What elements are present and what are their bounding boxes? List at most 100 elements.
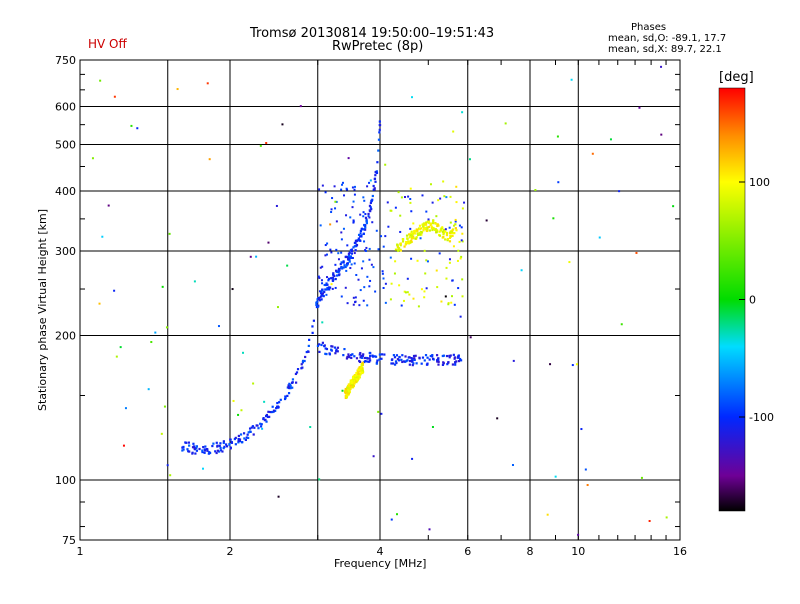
echo-point xyxy=(316,298,319,301)
noise-point xyxy=(444,295,447,298)
echo-point xyxy=(203,448,206,451)
echo-point xyxy=(224,443,228,446)
echo-point xyxy=(328,288,331,291)
echo-point xyxy=(354,377,357,380)
echo-point xyxy=(286,394,289,398)
echo-point xyxy=(404,291,407,294)
y-tick-label: 400 xyxy=(55,185,76,198)
echo-point xyxy=(348,258,351,261)
echo-point xyxy=(191,446,195,449)
echo-point xyxy=(228,442,231,446)
echo-point xyxy=(239,433,243,436)
echo-point xyxy=(449,195,452,198)
noise-point xyxy=(249,255,252,258)
echo-point xyxy=(353,193,356,196)
echo-point xyxy=(301,366,304,369)
echo-point xyxy=(410,210,413,213)
echo-point xyxy=(364,228,367,231)
echo-point xyxy=(411,357,414,360)
echo-point xyxy=(184,441,187,444)
echo-point xyxy=(431,222,435,225)
echo-point xyxy=(347,355,351,358)
noise-point xyxy=(511,464,514,467)
echo-point xyxy=(373,177,376,181)
echo-point xyxy=(369,354,372,357)
echo-point xyxy=(212,442,215,445)
echo-point xyxy=(352,219,355,222)
noise-point xyxy=(201,467,204,470)
echo-point xyxy=(362,260,365,263)
echo-point xyxy=(411,235,414,238)
echo-point xyxy=(325,352,328,356)
echo-point xyxy=(427,220,430,223)
echo-point xyxy=(401,240,405,243)
noise-point xyxy=(452,130,455,133)
echo-point xyxy=(448,258,451,261)
echo-point xyxy=(191,451,194,454)
echo-point xyxy=(340,231,343,234)
echo-point xyxy=(405,359,408,363)
noise-point xyxy=(591,152,594,155)
echo-point xyxy=(412,222,415,225)
echo-point xyxy=(186,448,189,451)
echo-point xyxy=(348,256,351,260)
noise-point xyxy=(334,200,337,203)
noise-point xyxy=(101,235,104,238)
echo-point xyxy=(222,447,225,450)
colorbar-tick-label: 100 xyxy=(749,176,770,189)
echo-point xyxy=(391,358,394,361)
echo-point xyxy=(340,295,343,298)
echo-point xyxy=(257,427,260,430)
echo-point xyxy=(301,361,304,364)
noise-point xyxy=(259,144,262,147)
echo-point xyxy=(437,360,440,363)
y-tick-label: 500 xyxy=(55,139,76,152)
echo-point xyxy=(335,200,338,203)
echo-point xyxy=(426,363,429,366)
echo-point xyxy=(362,196,365,199)
x-tick-label: 16 xyxy=(673,545,687,558)
echo-point xyxy=(352,379,355,382)
echo-point xyxy=(365,220,368,223)
echo-point xyxy=(249,430,252,433)
echo-point xyxy=(429,183,432,186)
echo-point xyxy=(359,356,362,359)
echo-point xyxy=(318,343,321,346)
echo-point xyxy=(353,245,356,248)
echo-point xyxy=(424,272,427,275)
noise-point xyxy=(91,157,94,160)
echo-point xyxy=(400,196,403,199)
echo-point xyxy=(354,374,357,377)
echo-point xyxy=(460,255,463,258)
echo-point xyxy=(366,304,369,307)
echo-point xyxy=(410,257,413,260)
echo-point xyxy=(399,244,402,247)
echo-point xyxy=(362,353,365,356)
echo-point xyxy=(376,161,379,164)
echo-point xyxy=(451,229,454,232)
echo-point xyxy=(322,295,325,298)
noise-point xyxy=(161,285,164,288)
echo-point xyxy=(334,277,337,281)
echo-point xyxy=(372,266,375,269)
echo-point xyxy=(416,259,419,262)
echo-point xyxy=(218,444,221,447)
echo-point xyxy=(195,447,198,450)
echo-point xyxy=(267,410,270,413)
echo-point xyxy=(290,381,294,384)
echo-point xyxy=(318,188,321,191)
colorbar-tick-label: -100 xyxy=(749,411,774,424)
noise-point xyxy=(575,363,578,366)
echo-point xyxy=(418,228,421,231)
noise-point xyxy=(169,474,172,477)
echo-point xyxy=(296,368,300,371)
echo-point xyxy=(382,245,385,248)
echo-point xyxy=(334,207,337,210)
echo-point xyxy=(450,230,454,233)
echo-point xyxy=(420,362,423,365)
echo-point xyxy=(242,432,246,435)
noise-point xyxy=(411,457,414,460)
echo-point xyxy=(419,237,422,240)
echo-point xyxy=(368,216,371,219)
